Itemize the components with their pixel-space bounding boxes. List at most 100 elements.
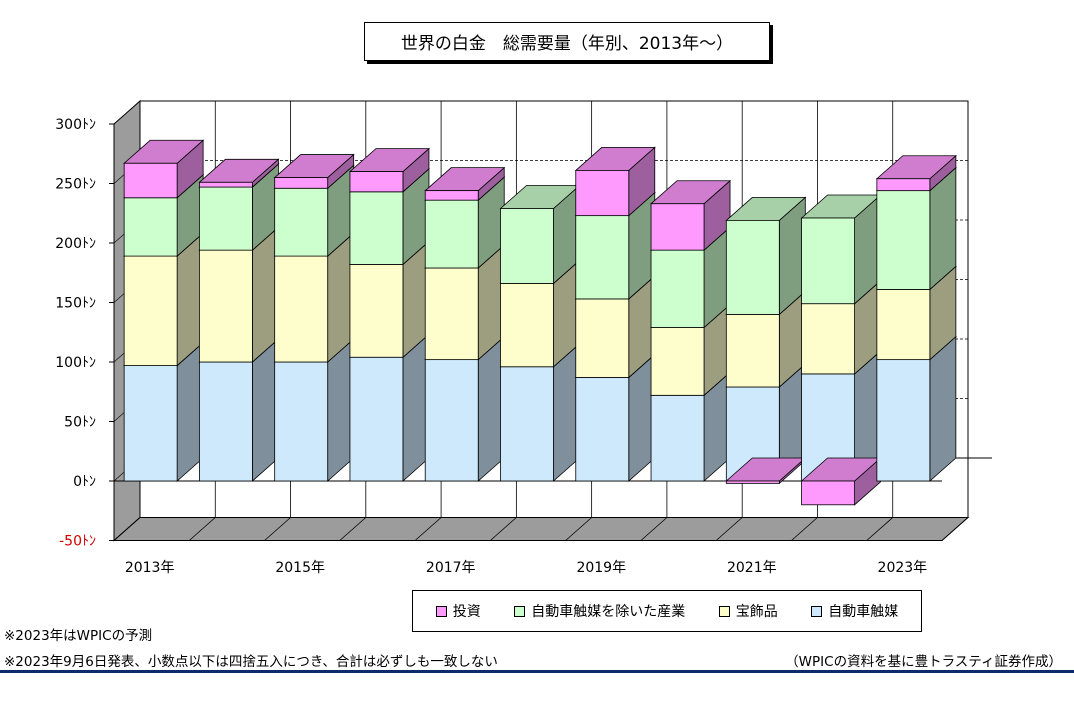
bar-segment-2018年-宝飾品-front bbox=[500, 283, 554, 368]
legend-label-industrial: 自動車触媒を除いた産業 bbox=[531, 604, 686, 620]
x-tick-label: 2015年 bbox=[275, 560, 325, 576]
bar-segment-2017年-投資 bbox=[424, 166, 506, 202]
floor-gridline bbox=[490, 517, 517, 541]
bar-segment-2020年-自動車触媒-front bbox=[650, 394, 705, 482]
legend-swatch-autocatalyst bbox=[811, 605, 823, 617]
x-tick-label: 2019年 bbox=[576, 560, 626, 576]
bar-segment-2022年-投資 bbox=[800, 457, 882, 506]
bar-segment-2013年-自動車触媒を除いた産業-front bbox=[123, 197, 178, 257]
floor-gridline bbox=[941, 517, 969, 541]
y-tick-label: 0ﾄﾝ bbox=[73, 474, 96, 490]
y-tick-label: 250ﾄﾝ bbox=[55, 177, 96, 193]
legend-item-autocatalyst: 自動車触媒 bbox=[811, 601, 898, 621]
bar-segment-2013年-自動車触媒-front bbox=[123, 365, 178, 482]
stacked-3d-bar-chart: 300ﾄﾝ 250ﾄﾝ 200ﾄﾝ 150ﾄﾝ 100ﾄﾝ 50ﾄﾝ 0ﾄﾝ -50ﾄﾝ 201… bbox=[55, 99, 992, 576]
x-tick-label: 2021年 bbox=[727, 560, 777, 576]
legend-item-jewellery: 宝飾品 bbox=[718, 601, 778, 621]
source-credit: （WPICの資料を基に豊トラスティ証券作成） bbox=[785, 654, 1062, 670]
note-rounding: ※2023年9月6日発表、小数点以下は四捨五入につき、合計は必ずしも一致しない bbox=[4, 654, 498, 670]
chart-title: 世界の白金 総需要量（年別、2013年〜） bbox=[364, 22, 770, 61]
floor-gridline bbox=[189, 517, 216, 541]
bar-segment-2016年-宝飾品-front bbox=[349, 264, 404, 358]
bar-segment-2015年-自動車触媒を除いた産業-front bbox=[274, 187, 329, 257]
bar-segment-2022年-自動車触媒を除いた産業 bbox=[800, 194, 882, 305]
bar-segment-2017年-自動車触媒-front bbox=[424, 359, 479, 482]
bar-segment-2018年-自動車触媒-front bbox=[500, 366, 554, 482]
floor-gridline bbox=[791, 517, 818, 541]
bar-segment-2016年-投資-front bbox=[349, 171, 404, 193]
bar-segment-2015年-投資-front bbox=[274, 177, 329, 189]
bar-segment-2021年-自動車触媒を除いた産業-front bbox=[725, 219, 780, 315]
bar-segment-2016年-自動車触媒-front bbox=[349, 356, 404, 482]
bar-segment-2019年-自動車触媒を除いた産業-front bbox=[575, 215, 630, 300]
bar-segment-2017年-自動車触媒 bbox=[424, 335, 506, 482]
y-tick-label: 100ﾄﾝ bbox=[55, 355, 96, 371]
y-tick-label: 200ﾄﾝ bbox=[55, 236, 96, 252]
legend: 投資 自動車触媒を除いた産業 宝飾品 自動車触媒 bbox=[412, 590, 922, 632]
y-tick-label: -50ﾄﾝ bbox=[59, 534, 96, 550]
bar-segment-2013年-投資-front bbox=[123, 162, 178, 199]
bar-segment-2023年-自動車触媒を除いた産業-front bbox=[876, 190, 931, 290]
legend-swatch-investment bbox=[435, 605, 447, 617]
bar-segment-2022年-宝飾品-front bbox=[801, 303, 855, 375]
legend-swatch-industrial bbox=[514, 605, 526, 617]
x-tick-label: 2013年 bbox=[125, 560, 175, 576]
bar-segment-2016年-投資 bbox=[348, 147, 431, 193]
x-tick-label: 2023年 bbox=[878, 560, 928, 576]
bar-segment-2014年-投資-front bbox=[199, 181, 253, 188]
legend-swatch-jewellery bbox=[718, 605, 730, 617]
bar-segment-2020年-投資-front bbox=[650, 203, 705, 251]
bar-segment-2023年-投資-front bbox=[876, 178, 931, 192]
bar-segment-2021年-投資 bbox=[725, 457, 807, 485]
bar-segment-2017年-宝飾品-front bbox=[424, 267, 479, 361]
floor-gridline bbox=[264, 517, 291, 541]
legend-label-investment: 投資 bbox=[452, 604, 481, 620]
bar-segment-2020年-投資 bbox=[649, 179, 732, 252]
y-tick-label: 150ﾄﾝ bbox=[55, 296, 96, 312]
bar-segment-2020年-自動車触媒を除いた産業-front bbox=[650, 249, 705, 328]
bar-segment-2016年-自動車触媒を除いた産業-front bbox=[349, 191, 404, 265]
legend-label-autocatalyst: 自動車触媒 bbox=[828, 604, 899, 620]
legend-label-jewellery: 宝飾品 bbox=[735, 604, 778, 620]
bar-segment-2015年-宝飾品-front bbox=[274, 255, 329, 363]
bar-segment-2017年-自動車触媒を除いた産業-front bbox=[424, 199, 479, 269]
y-tick-label: 300ﾄﾝ bbox=[55, 117, 96, 133]
bar-segment-2023年-投資 bbox=[875, 154, 957, 192]
bottom-rule bbox=[0, 670, 1074, 673]
floor bbox=[112, 517, 970, 541]
floor-gridline bbox=[715, 517, 743, 541]
bar-segment-2022年-自動車触媒を除いた産業-front bbox=[801, 217, 855, 305]
bar-segment-2020年-宝飾品-front bbox=[650, 327, 705, 396]
bar-segment-2018年-自動車触媒を除いた産業 bbox=[499, 184, 581, 285]
bar-segment-2013年-宝飾品-front bbox=[123, 255, 178, 366]
bar-segment-2023年-自動車触媒-side bbox=[929, 335, 957, 482]
bar-segment-2014年-投資 bbox=[198, 158, 280, 188]
bar-segment-2014年-宝飾品-front bbox=[199, 249, 253, 363]
gridline-side bbox=[113, 100, 141, 125]
x-tick-label: 2017年 bbox=[426, 560, 476, 576]
y-tick-label: 50ﾄﾝ bbox=[64, 415, 96, 431]
legend-item-investment: 投資 bbox=[435, 601, 481, 621]
floor-gridline bbox=[866, 517, 893, 541]
bar-segment-2017年-宝飾品 bbox=[424, 244, 506, 361]
bar-segment-2013年-投資 bbox=[123, 139, 205, 199]
floor-gridline bbox=[339, 517, 367, 541]
bar-segment-2015年-自動車触媒-front bbox=[274, 361, 329, 482]
bar-segment-2015年-投資 bbox=[273, 153, 355, 190]
bar-segment-2023年-自動車触媒-front bbox=[876, 359, 931, 482]
bar-segment-2017年-投資-front bbox=[424, 190, 479, 201]
bar-segment-2019年-宝飾品-front bbox=[575, 298, 630, 378]
bar-segment-2022年-投資-front bbox=[801, 480, 855, 506]
bar-segment-2023年-宝飾品-front bbox=[876, 289, 931, 361]
bar-segment-2014年-自動車触媒-front bbox=[199, 361, 253, 482]
note-forecast: ※2023年はWPICの予測 bbox=[4, 628, 153, 644]
bar-segment-2021年-自動車触媒を除いた産業 bbox=[725, 196, 807, 316]
floor-gridline bbox=[640, 517, 668, 541]
bar-segment-2021年-投資-front bbox=[725, 480, 780, 484]
bar-segment-2019年-自動車触媒-front bbox=[575, 377, 630, 482]
floor-gridline bbox=[565, 517, 592, 541]
bar-segment-2019年-投資 bbox=[574, 146, 656, 217]
bar-segment-2019年-投資-front bbox=[575, 170, 630, 217]
bar-segment-2018年-自動車触媒を除いた産業-front bbox=[500, 208, 554, 284]
floor-gridline bbox=[414, 517, 442, 541]
